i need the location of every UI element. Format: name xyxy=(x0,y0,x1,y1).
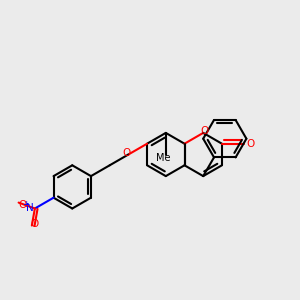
Text: +: + xyxy=(22,200,30,209)
Text: O: O xyxy=(246,139,254,149)
Text: O: O xyxy=(31,219,39,229)
Text: N: N xyxy=(26,203,33,213)
Text: O: O xyxy=(123,148,131,158)
Text: O: O xyxy=(201,126,209,136)
Text: O: O xyxy=(18,200,26,210)
Text: -: - xyxy=(24,201,28,211)
Text: Me: Me xyxy=(156,153,171,163)
